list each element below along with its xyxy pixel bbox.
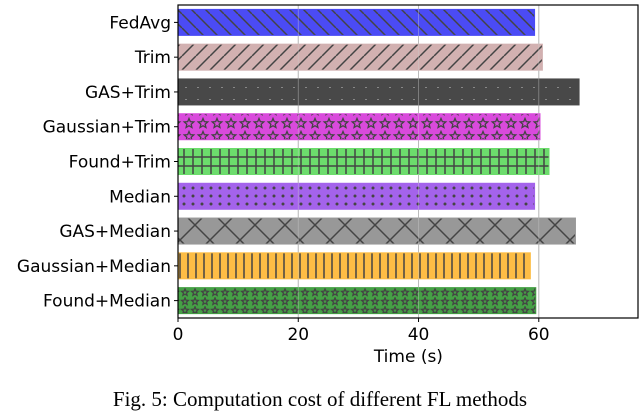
x-tick-label: 0 [173,325,184,345]
bar-gas-median [177,217,576,245]
y-tick-label: GAS+Trim [85,83,171,103]
x-tick-label: 60 [528,325,550,345]
y-tick-label: Gaussian+Trim [43,118,171,138]
y-tick-label: FedAvg [109,13,171,33]
x-axis-label: Time (s) [373,347,443,367]
y-tick-label: Found+Median [43,292,171,312]
plot-frame [177,4,639,319]
bar-found-median [177,287,537,315]
y-tick-label: Median [109,187,171,207]
x-tick-label: 20 [287,325,309,345]
bar-found-trim [177,148,550,175]
bar-median [177,182,536,210]
y-tick-label: Gaussian+Median [17,257,171,277]
bar-gas-trim [177,78,580,106]
bar-gaussian-trim [177,113,541,141]
bar-trim [177,43,543,71]
y-tick-label: Trim [134,48,171,68]
bar-gaussian-median [177,252,531,280]
bar-chart: FedAvg Trim GAS+Trim Gaussian+Trim Found+Tri… [17,4,639,367]
y-tick-label: GAS+Median [59,222,171,242]
bar-fedavg [177,8,536,36]
x-tick-label: 40 [408,325,430,345]
figure-caption: Fig. 5: Computation cost of different FL… [112,387,528,411]
y-tick-label: Found+Trim [69,153,171,173]
